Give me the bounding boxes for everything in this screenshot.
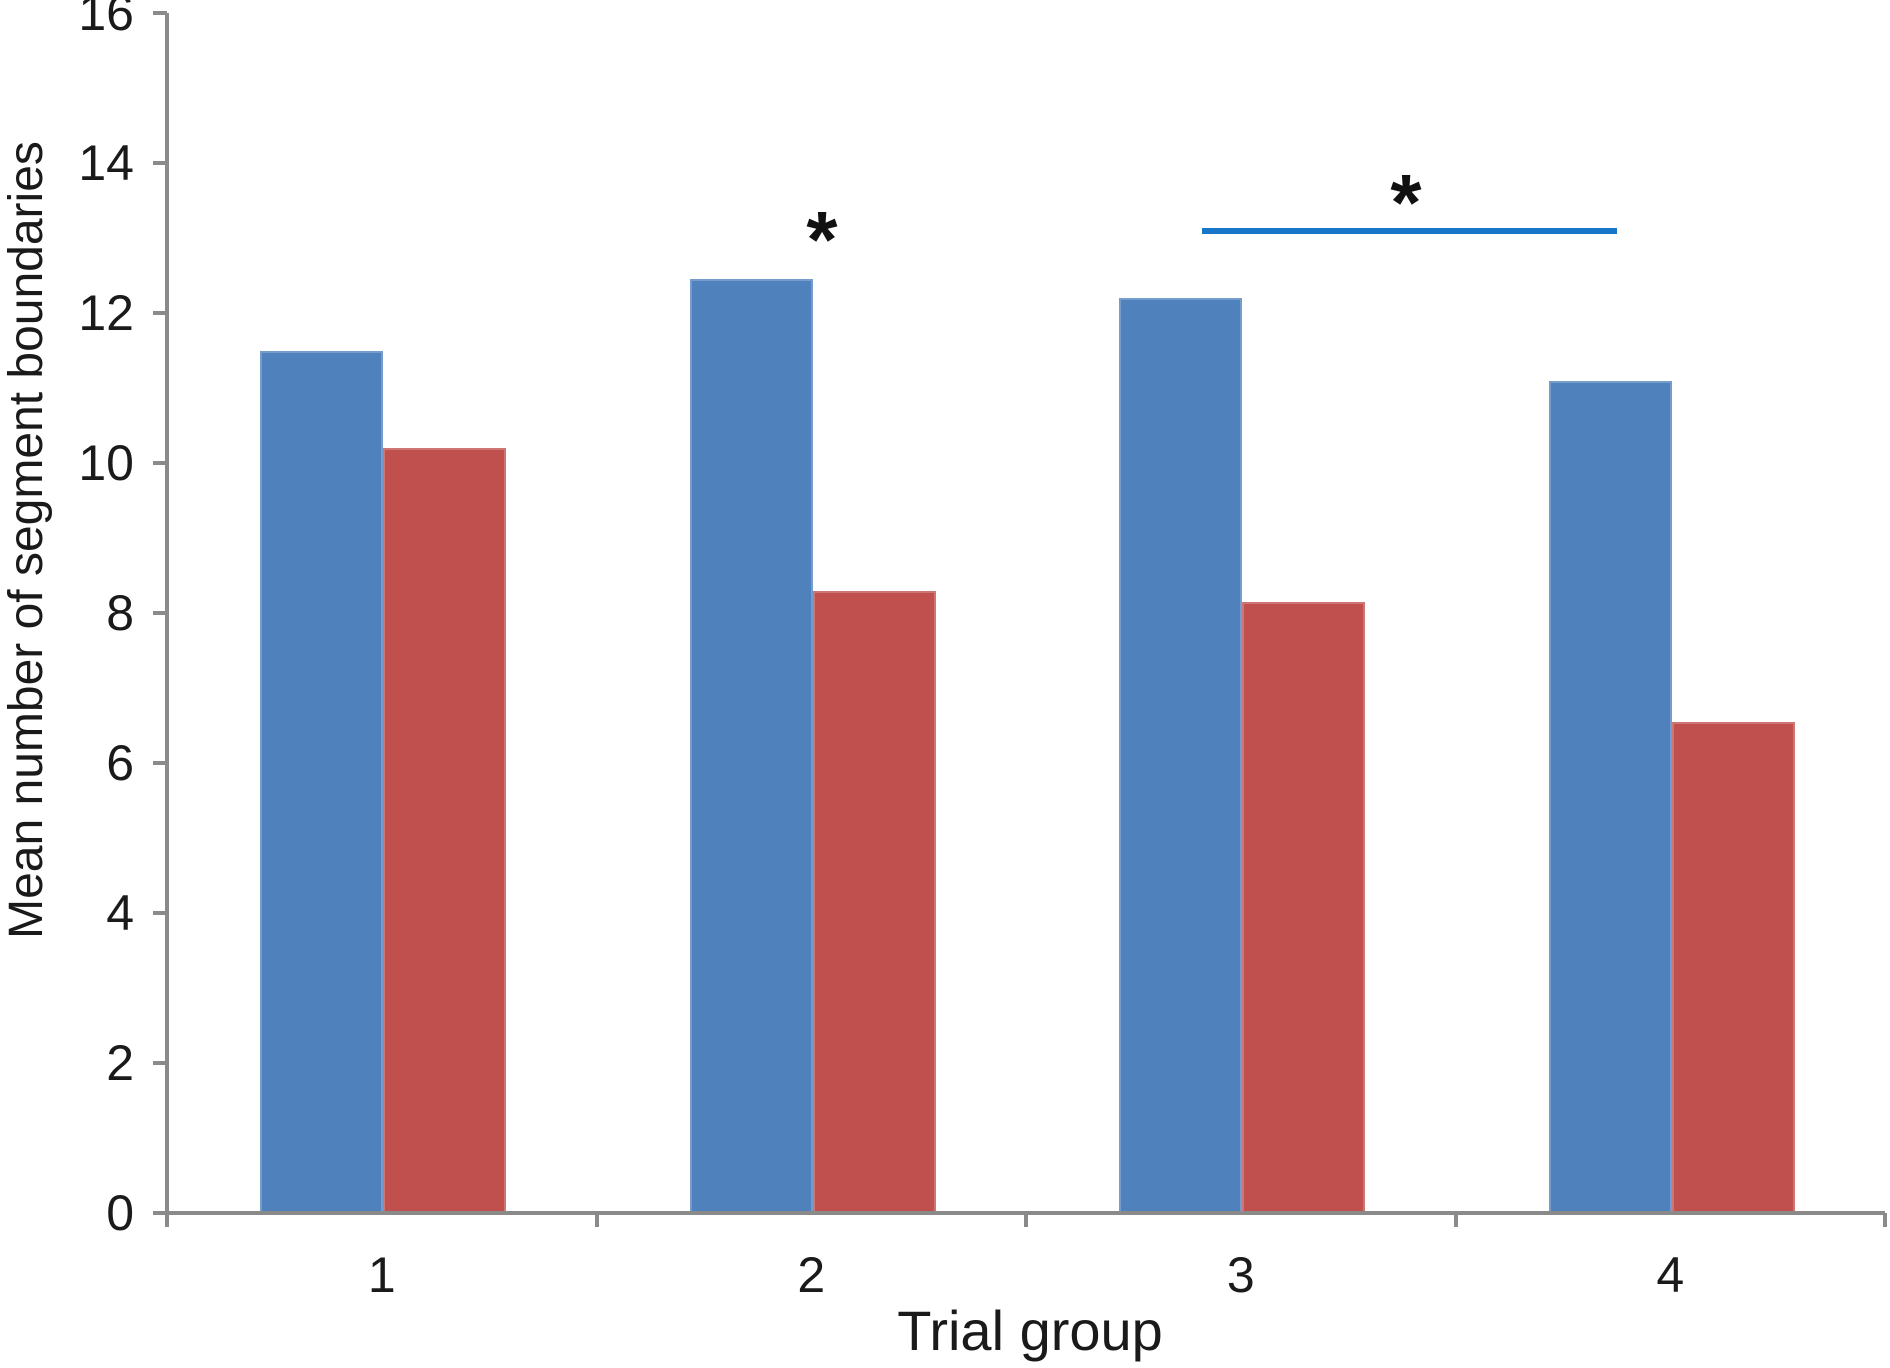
y-tick (153, 761, 167, 765)
bar-blue-group-1 (260, 350, 383, 1213)
y-tick (153, 1211, 167, 1215)
y-tick (153, 11, 167, 15)
x-tick (594, 1213, 599, 1227)
x-category-label: 1 (367, 1247, 396, 1303)
y-tick-label: 12 (78, 285, 134, 341)
x-tick (1883, 1213, 1887, 1227)
bar-red-group-3 (1242, 601, 1365, 1213)
y-tick-label: 10 (78, 435, 134, 491)
x-category-label: 4 (1656, 1247, 1685, 1303)
x-tick (1453, 1213, 1458, 1227)
bar-red-group-1 (383, 448, 506, 1213)
y-axis-line (165, 13, 169, 1227)
y-tick (153, 311, 167, 315)
y-tick-label: 8 (106, 585, 134, 641)
y-tick (153, 461, 167, 465)
y-tick (153, 911, 167, 915)
y-tick (153, 1061, 167, 1065)
x-category-label: 3 (1226, 1247, 1255, 1303)
y-tick (153, 161, 167, 165)
y-tick-label: 16 (78, 0, 134, 41)
bar-blue-group-3 (1119, 298, 1242, 1213)
y-axis-title: Mean number of segment boundaries (0, 141, 53, 939)
y-tick-label: 0 (106, 1185, 134, 1241)
y-tick (153, 611, 167, 615)
bar-blue-group-4 (1548, 380, 1672, 1213)
x-tick (1024, 1213, 1028, 1227)
y-tick-label: 2 (106, 1035, 134, 1091)
bar-red-group-4 (1671, 721, 1795, 1213)
significance-line (1202, 228, 1617, 234)
bar-blue-group-2 (689, 279, 813, 1213)
y-tick-label: 14 (78, 135, 134, 191)
significance-star: * (806, 195, 838, 284)
bar-red-group-2 (812, 590, 936, 1213)
y-tick-label: 6 (106, 735, 134, 791)
x-axis-title: Trial group (897, 1299, 1163, 1362)
x-category-label: 2 (797, 1247, 826, 1303)
significance-star: * (1390, 158, 1422, 247)
y-tick-label: 4 (106, 885, 134, 941)
